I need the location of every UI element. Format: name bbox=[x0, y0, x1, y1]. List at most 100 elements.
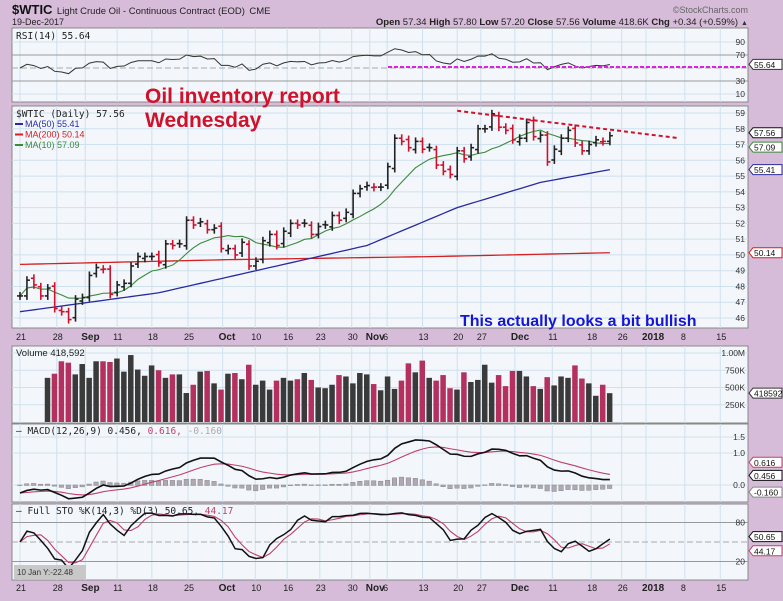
price-bar bbox=[350, 189, 357, 219]
macd-histogram-bar bbox=[93, 481, 99, 486]
macd-histogram-bar bbox=[79, 484, 85, 488]
macd-histogram-bar bbox=[58, 484, 64, 488]
volume-bar bbox=[294, 379, 301, 422]
volume-bar bbox=[65, 362, 72, 422]
price-bar bbox=[17, 291, 23, 300]
macd-histogram-bar bbox=[260, 484, 266, 490]
price-bar bbox=[246, 240, 253, 270]
volume-bar bbox=[287, 380, 294, 422]
macd-histogram-bar bbox=[162, 480, 168, 486]
symbol: $WTIC bbox=[12, 2, 53, 17]
volume-bar bbox=[93, 361, 99, 422]
price-bar bbox=[481, 124, 488, 133]
quote-part: Chg bbox=[651, 17, 672, 28]
volume-bar bbox=[315, 387, 321, 422]
x-axis-label: 18 bbox=[148, 332, 158, 342]
price-bar bbox=[433, 145, 440, 169]
volume-bar bbox=[509, 370, 516, 422]
y-tick-label: 500K bbox=[725, 383, 745, 393]
price-bar bbox=[79, 293, 86, 305]
x-axis-label-bottom: 21 bbox=[16, 583, 26, 593]
price-bar bbox=[155, 250, 162, 267]
x-axis-label-bottom: 23 bbox=[316, 583, 326, 593]
macd-histogram-bar bbox=[364, 480, 370, 486]
sto-title-k: — Full STO %K(14,3) %D(3) 50.65, bbox=[16, 506, 205, 517]
volume-bar bbox=[322, 388, 328, 422]
price-bar bbox=[121, 279, 128, 291]
price-bar bbox=[565, 126, 572, 143]
volume-bar bbox=[440, 375, 446, 422]
x-axis-label: 28 bbox=[53, 332, 63, 342]
price-bar bbox=[44, 284, 51, 300]
volume-bar bbox=[141, 375, 148, 422]
price-bar bbox=[468, 143, 475, 161]
price-bar bbox=[523, 118, 530, 143]
sto-k-line bbox=[19, 512, 611, 570]
quote-part: Low bbox=[479, 17, 501, 28]
tooltip-text: 10 Jan Y:-22.48 bbox=[17, 568, 73, 577]
macd-histogram-bar bbox=[489, 483, 495, 486]
macd-histogram-bar bbox=[218, 483, 224, 486]
volume-bar bbox=[162, 377, 169, 422]
volume-bar bbox=[246, 364, 252, 422]
ma10-legend: MA(10) 57.09 bbox=[25, 140, 80, 150]
volume-bar bbox=[447, 388, 453, 422]
macd-histogram-bar bbox=[544, 484, 550, 492]
y-tick-label: 59 bbox=[736, 108, 746, 118]
ma50-tag: 55.41 bbox=[754, 165, 776, 175]
quote-part: Volume bbox=[582, 17, 618, 28]
price-bar bbox=[176, 239, 183, 248]
macd-histogram-bar bbox=[475, 484, 481, 487]
price-bar bbox=[391, 134, 398, 173]
price-bar bbox=[329, 211, 336, 231]
macd-histogram-bar bbox=[246, 484, 252, 491]
volume-bar bbox=[169, 374, 176, 422]
volume-bar bbox=[259, 380, 266, 422]
price-bar bbox=[23, 276, 30, 300]
volume-bar bbox=[579, 378, 585, 422]
volume-bar bbox=[204, 370, 210, 422]
macd-histogram-bar bbox=[440, 484, 446, 487]
y-tick-label: 49 bbox=[736, 266, 746, 276]
volume-bar bbox=[155, 370, 162, 422]
volume-bar bbox=[72, 374, 79, 422]
macd-histogram-bar bbox=[322, 484, 328, 486]
macd-histogram-bar bbox=[343, 483, 349, 486]
volume-bar bbox=[544, 377, 550, 422]
price-bar bbox=[412, 137, 419, 154]
price-last-tag: 57.56 bbox=[754, 128, 776, 138]
macd-histogram-bar bbox=[496, 483, 502, 486]
volume-bar bbox=[377, 390, 384, 422]
price-bar bbox=[405, 135, 412, 152]
macd-histogram-bar bbox=[232, 484, 238, 489]
volume-bar bbox=[121, 371, 127, 422]
price-bar bbox=[114, 280, 121, 297]
x-axis-label: 11 bbox=[548, 332, 557, 342]
price-bar bbox=[252, 257, 259, 270]
macd-histogram-bar bbox=[482, 484, 488, 486]
macd-histogram-bar bbox=[45, 483, 51, 486]
volume-bar bbox=[211, 383, 217, 422]
y-tick-label: 1.0 bbox=[733, 448, 745, 458]
price-bar bbox=[572, 124, 579, 147]
volume-bar bbox=[128, 355, 134, 422]
volume-bar bbox=[586, 383, 592, 422]
sto-d-tag-box bbox=[748, 545, 783, 557]
price-bar bbox=[516, 134, 523, 146]
y-tick-label: 30 bbox=[736, 76, 746, 86]
price-bar bbox=[537, 131, 544, 143]
x-axis-label: 23 bbox=[316, 332, 326, 342]
price-bar bbox=[551, 145, 558, 164]
y-tick-label: 46 bbox=[736, 313, 746, 323]
price-bar bbox=[266, 230, 273, 247]
volume-bar bbox=[51, 373, 58, 422]
macd-histogram-bar bbox=[135, 480, 141, 486]
y-tick-label: 57 bbox=[736, 140, 746, 150]
macd-histogram-bar bbox=[371, 480, 377, 486]
price-bar bbox=[322, 220, 329, 229]
rsi-line bbox=[19, 48, 610, 75]
macd-histogram-bar bbox=[350, 482, 356, 486]
macd-signal-tag-box bbox=[748, 456, 783, 468]
macd-histogram-bar bbox=[378, 480, 384, 486]
price-bar bbox=[461, 146, 468, 163]
